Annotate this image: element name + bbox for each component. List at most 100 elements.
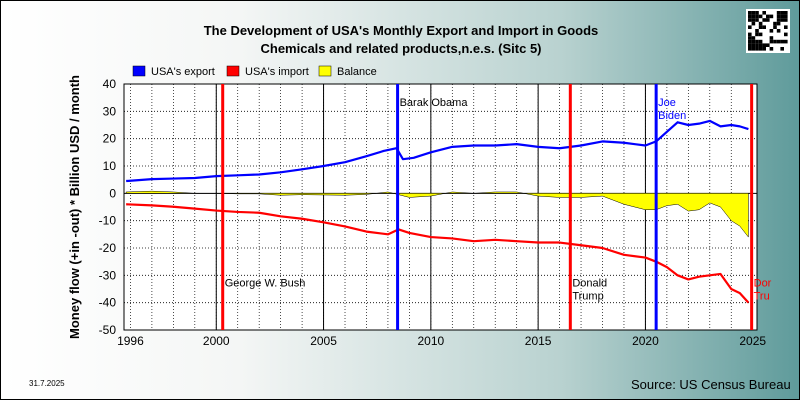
qr-module (751, 14, 756, 19)
qr-module (769, 36, 774, 40)
qr-module (762, 18, 766, 22)
qr-module (762, 47, 766, 51)
y-tick-label: 40 (103, 77, 117, 91)
qr-module (758, 14, 763, 19)
qr-module (780, 39, 784, 44)
qr-module (769, 29, 774, 33)
export-line (126, 119, 749, 183)
qr-module (773, 39, 777, 44)
qr-module (766, 14, 770, 19)
president-label: Dor (754, 277, 772, 289)
qr-module (758, 32, 763, 37)
qr-module (755, 43, 759, 47)
qr-module (751, 43, 756, 47)
legend-swatch (132, 65, 146, 77)
qr-module (751, 47, 756, 51)
import-line (126, 203, 750, 304)
qr-module (766, 43, 770, 47)
qr-module (762, 11, 766, 15)
y-tick-label: -30 (99, 268, 117, 282)
x-tick-label: 2000 (203, 334, 230, 348)
source-note: Source: US Census Bureau (631, 377, 791, 392)
grid-lines (124, 83, 757, 331)
legend: USA's export USA's import Balance (132, 65, 377, 78)
qr-module (784, 14, 788, 19)
legend-label: Balance (337, 66, 377, 78)
qr-module (748, 36, 752, 40)
x-tick-label: 1996 (117, 334, 144, 348)
qr-module (780, 14, 784, 19)
date-stamp: 31.7.2025 (29, 379, 65, 388)
y-tick-label: 10 (103, 159, 117, 173)
qr-module (755, 32, 759, 37)
qr-module (748, 32, 752, 37)
qr-module (758, 47, 763, 51)
qr-module (769, 47, 774, 51)
qr-module (780, 47, 784, 51)
qr-module (748, 11, 752, 15)
qr-module (748, 39, 752, 44)
x-tick-label: 2005 (310, 334, 337, 348)
legend-label: USA's import (245, 66, 309, 78)
qr-module (755, 29, 759, 33)
qr-module (762, 43, 766, 47)
x-tick-label: 2020 (632, 334, 659, 348)
qr-module (751, 21, 756, 26)
y-tick-label: -20 (99, 241, 117, 255)
qr-module (766, 18, 770, 22)
qr-module (769, 39, 774, 44)
qr-module (758, 39, 763, 44)
qr-module (773, 25, 777, 29)
qr-module (784, 32, 788, 37)
series-layer (125, 119, 750, 304)
qr-module (773, 21, 777, 26)
qr-module (755, 11, 759, 15)
chart-title: The Development of USA's Monthly Export … (204, 23, 599, 38)
qr-module (755, 47, 759, 51)
legend-swatch (226, 65, 240, 77)
qr-module (784, 25, 788, 29)
legend-swatch (318, 65, 332, 77)
qr-module (751, 36, 756, 40)
y-tick-label: -50 (99, 323, 117, 337)
y-tick-label: 0 (109, 186, 116, 200)
qr-module (758, 25, 763, 29)
qr-module (748, 18, 752, 22)
qr-module (762, 25, 766, 29)
qr-module (751, 39, 756, 44)
qr-module (758, 21, 763, 26)
president-label: Trump (572, 290, 603, 302)
president-label: Tru (754, 290, 770, 302)
y-tick-label: 20 (103, 132, 117, 146)
qr-module (748, 47, 752, 51)
qr-module (776, 29, 781, 33)
qr-module (780, 18, 784, 22)
qr-module (755, 39, 759, 44)
qr-module (755, 18, 759, 22)
y-tick-label: 30 (103, 104, 117, 118)
qr-module (776, 11, 781, 15)
qr-module (776, 21, 781, 26)
qr-module (751, 11, 756, 15)
qr-module (751, 18, 756, 22)
president-label: Biden (658, 110, 686, 122)
qr-module (758, 43, 763, 47)
y-axis-label: Money flow (+in -out) * Billion USD / mo… (67, 75, 82, 339)
qr-module (776, 14, 781, 19)
qr-module (748, 14, 752, 19)
x-tick-label: 2025 (739, 334, 766, 348)
president-label: Barak Obama (400, 97, 469, 109)
qr-module (780, 11, 784, 15)
qr-module (776, 18, 781, 22)
president-label: George W. Bush (225, 277, 306, 289)
qr-module (784, 18, 788, 22)
y-tick-label: -40 (99, 296, 117, 310)
qr-module (748, 25, 752, 29)
y-tick-label: -10 (99, 214, 117, 228)
x-tick-label: 2010 (417, 334, 444, 348)
president-label: Joe (658, 97, 676, 109)
